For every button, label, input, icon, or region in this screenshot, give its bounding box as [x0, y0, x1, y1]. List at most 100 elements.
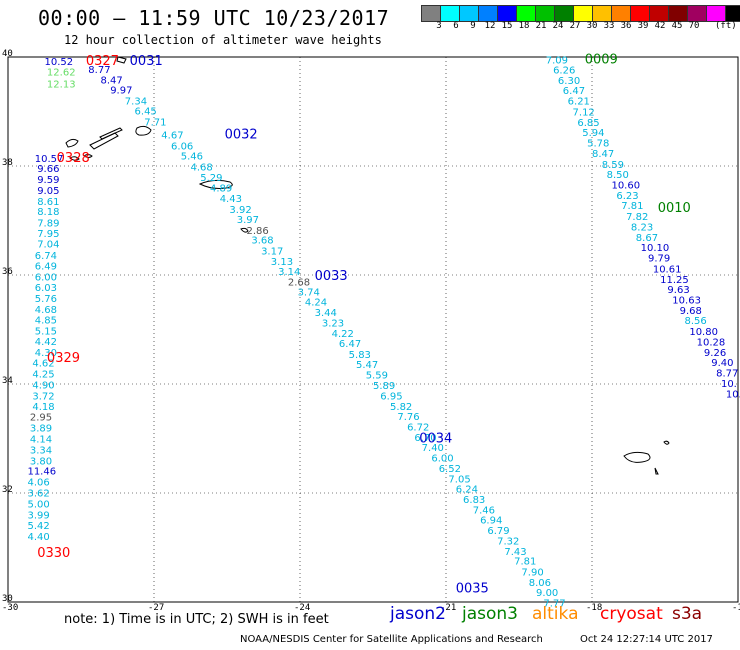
- wave-height-value: 9.97: [110, 86, 132, 97]
- wave-height-value: 7.09: [546, 56, 568, 67]
- island-faial: [65, 138, 79, 148]
- wave-height-value: 10.80: [689, 327, 718, 338]
- wave-height-value: 11.46: [27, 467, 56, 478]
- wave-height-value: 6.52: [439, 464, 461, 475]
- pass-time-label: 0329: [47, 351, 80, 366]
- wave-height-value: 4.18: [32, 402, 54, 413]
- colorbar-tick-label: 33: [603, 21, 615, 31]
- pass-time-label: 0330: [37, 546, 70, 561]
- island-santa-maria: [240, 227, 249, 233]
- longitude-tick-label: -30: [2, 603, 19, 613]
- wave-height-value: 4.90: [32, 381, 54, 392]
- wave-height-value: 3.23: [322, 318, 344, 329]
- wave-height-value: 10.60: [611, 181, 640, 192]
- wave-height-value: 4.25: [32, 370, 54, 381]
- wave-height-value: 9.63: [667, 285, 689, 296]
- wave-height-value: 6.85: [577, 118, 599, 129]
- wave-height-value: 7.46: [473, 505, 495, 516]
- legend-jason2: jason2: [390, 604, 446, 624]
- wave-height-value: 6.00: [431, 454, 453, 465]
- colorbar-tick-label: 42: [654, 21, 666, 31]
- wave-height-value: 11.25: [660, 275, 689, 286]
- island-porto-santo: [663, 440, 670, 445]
- wave-height-value: 4.67: [161, 130, 183, 141]
- wave-height-value: 6.21: [568, 97, 590, 108]
- pass-time-label: 0035: [456, 581, 489, 596]
- wave-height-value: 4.30: [35, 348, 57, 359]
- wave-height-value: 7.05: [448, 474, 470, 485]
- wave-height-value: 4.24: [305, 298, 327, 309]
- pass-time-label: 0009: [585, 53, 618, 68]
- wave-height-value: 6.83: [463, 495, 485, 506]
- wave-height-value: 8.77: [716, 369, 738, 380]
- colorbar-tick-label: 36: [620, 21, 632, 31]
- latitude-tick-label: 36: [2, 267, 13, 277]
- wave-height-value: 4.22: [332, 329, 354, 340]
- wave-height-value: 6.94: [480, 516, 502, 527]
- wave-height-value: 6.79: [487, 526, 509, 537]
- wave-height-value: 5.15: [35, 327, 57, 338]
- latitude-tick-label: 32: [2, 485, 13, 495]
- wave-height-value: 5.89: [373, 381, 395, 392]
- wave-height-value: 10.10: [641, 243, 670, 254]
- footer-note: note: 1) Time is in UTC; 2) SWH is in fe…: [64, 612, 329, 627]
- wave-height-value: 2.95: [30, 413, 52, 424]
- wave-height-value: 4.43: [220, 194, 242, 205]
- island-madeira: [623, 451, 651, 463]
- colorbar-tick-label: 45: [671, 21, 683, 31]
- wave-height-value: 5.42: [27, 521, 49, 532]
- latitude-tick-label: 38: [2, 158, 13, 168]
- wave-height-value: 8.06: [529, 578, 551, 589]
- islands: [65, 56, 670, 475]
- pass-time-label: 0032: [225, 127, 258, 142]
- wave-height-value: 6.23: [616, 191, 638, 202]
- wave-height-value: 6.00: [35, 273, 57, 284]
- wave-height-value: 8.23: [631, 222, 653, 233]
- wave-height-value: 9.40: [711, 358, 733, 369]
- wave-height-value: 7.04: [37, 239, 59, 250]
- wave-height-value: 8.61: [37, 197, 59, 208]
- pass-time-label: 0328: [57, 151, 90, 166]
- wave-height-labels: 10.5212.6212.138.778.479.977.346.457.714…: [27, 53, 740, 610]
- legend-jason3: jason3: [462, 604, 518, 624]
- map-frame: [7, 56, 739, 603]
- wave-height-value: 6.30: [558, 76, 580, 87]
- wave-height-value: 9.68: [680, 306, 702, 317]
- wave-height-value: 7.71: [144, 117, 166, 128]
- wave-height-value: 8.59: [602, 160, 624, 171]
- wave-height-value: 7.32: [497, 536, 519, 547]
- wave-height-value: 6.49: [35, 262, 57, 273]
- wave-height-value: 4.89: [210, 183, 232, 194]
- legend-s3a: s3a: [672, 604, 703, 624]
- wave-height-value: 5.59: [366, 371, 388, 382]
- wave-height-value: 9.66: [37, 164, 59, 175]
- colorbar-labels: 3 6 9 12 15 18 21 24 27 30 33 36 39 42 45 70: [421, 21, 740, 35]
- wave-height-value: 7.89: [37, 219, 59, 230]
- wave-height-value: 10.28: [697, 337, 726, 348]
- wave-height-value: 7.34: [125, 97, 147, 108]
- colorbar-tick-label: 6: [453, 21, 459, 31]
- wave-height-value: 7.77: [543, 599, 565, 610]
- pass-time-label: 0327: [86, 54, 119, 69]
- wave-height-value: 10.: [726, 389, 740, 400]
- wave-height-value: 5.83: [349, 350, 371, 361]
- wave-height-value: 6.24: [456, 485, 478, 496]
- latitude-tick-label: 40: [2, 49, 13, 59]
- wave-height-value: 6.47: [339, 339, 361, 350]
- wave-height-value: 9.26: [704, 348, 726, 359]
- wave-height-value: 6.03: [35, 283, 57, 294]
- colorbar-tick-label: 24: [552, 21, 564, 31]
- wave-height-value: 5.29: [200, 173, 222, 184]
- wave-height-value: 8.47: [592, 149, 614, 160]
- pass-time-label: 0034: [419, 432, 452, 447]
- island-sao-miguel: [198, 179, 233, 189]
- wave-height-value: 6.45: [135, 106, 157, 117]
- chart-subtitle: 12 hour collection of altimeter wave hei…: [64, 33, 382, 47]
- generated-time: Oct 24 12:27:14 UTC 2017: [580, 634, 713, 645]
- pass-time-label: 0031: [130, 54, 163, 69]
- wave-height-value: 8.67: [636, 233, 658, 244]
- wave-height-value: 7.95: [37, 229, 59, 240]
- credit-line: NOAA/NESDIS Center for Satellite Applica…: [240, 634, 543, 645]
- wave-height-value: 3.72: [32, 391, 54, 402]
- wave-height-value: 5.46: [181, 152, 203, 163]
